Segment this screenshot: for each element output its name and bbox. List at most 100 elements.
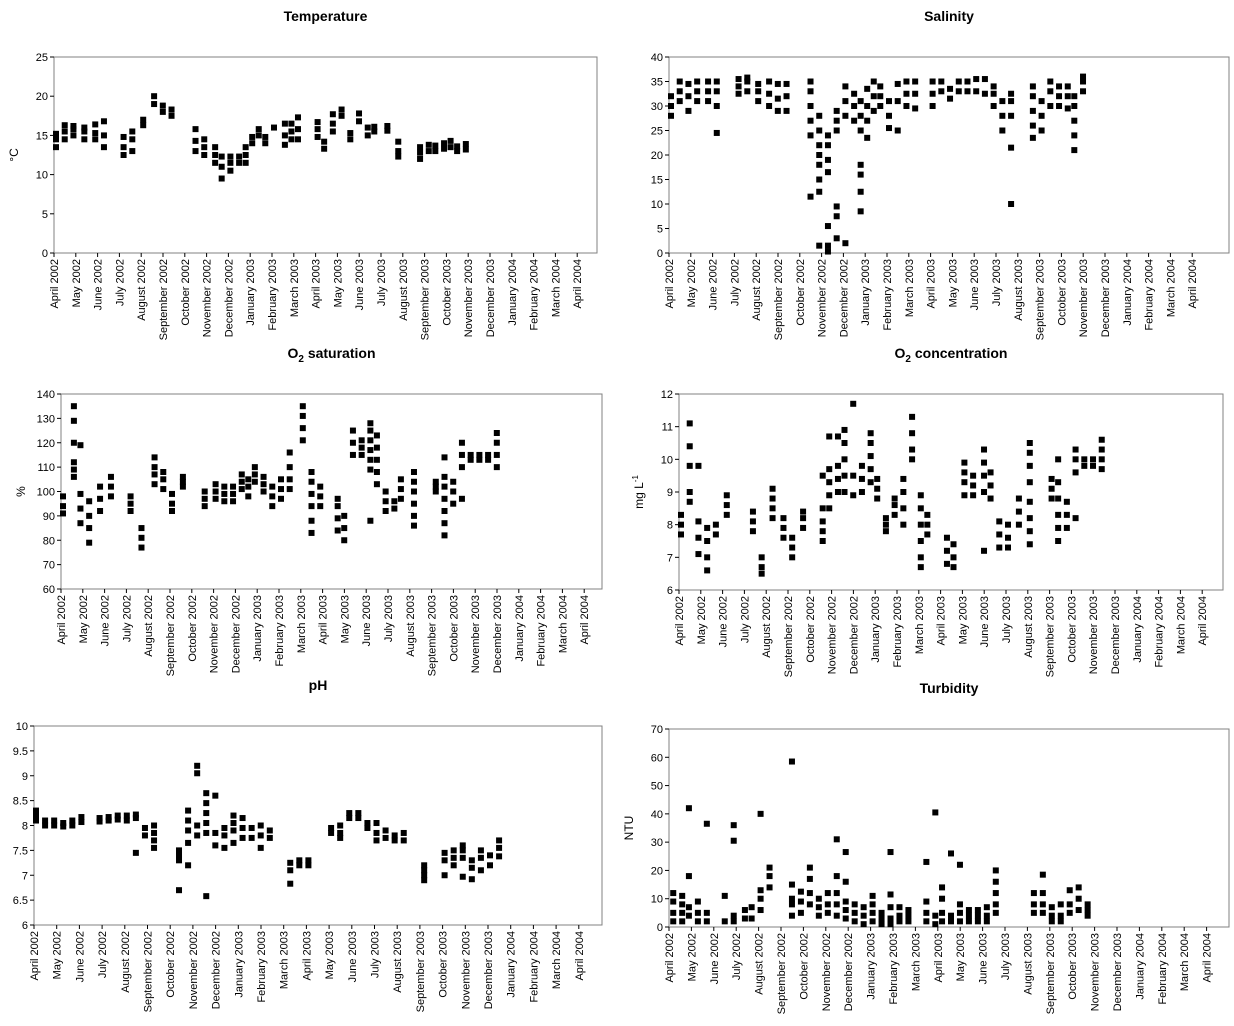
data-point	[905, 918, 912, 925]
data-point	[749, 508, 756, 515]
data-point	[281, 132, 288, 139]
x-tick-label: June 2002	[718, 596, 730, 647]
data-point	[286, 476, 293, 483]
data-point	[358, 444, 365, 451]
data-point	[800, 524, 807, 531]
data-point	[314, 133, 321, 140]
data-point	[874, 475, 881, 482]
data-point	[123, 817, 130, 824]
data-point	[384, 122, 391, 129]
data-point	[983, 912, 990, 919]
data-point	[92, 121, 99, 128]
data-point	[735, 76, 742, 83]
data-point	[266, 834, 273, 841]
data-point	[850, 400, 857, 407]
data-point	[212, 152, 219, 158]
data-point	[179, 473, 186, 480]
data-point	[758, 554, 765, 561]
data-point	[695, 534, 702, 541]
data-point	[1026, 462, 1033, 469]
data-point	[929, 90, 936, 97]
data-point	[238, 471, 245, 478]
data-point	[201, 136, 208, 143]
x-tick-label: March 2004	[1179, 933, 1191, 991]
data-point	[450, 854, 457, 861]
data-point	[766, 873, 773, 880]
data-point	[160, 469, 167, 475]
data-point	[1072, 446, 1079, 453]
x-tick-label: March 2003	[296, 595, 308, 653]
data-point	[851, 103, 858, 109]
x-tick-label: September 2003	[415, 931, 427, 1012]
data-points	[668, 73, 1087, 255]
x-tick-label: August 2002	[136, 259, 148, 321]
data-point	[410, 478, 417, 485]
data-point	[269, 503, 276, 510]
y-tick-label: 140	[37, 389, 55, 401]
y-tick-label: 20	[36, 91, 48, 103]
data-point	[882, 528, 889, 535]
data-point	[749, 528, 756, 535]
data-point	[1008, 144, 1015, 151]
data-point	[97, 495, 104, 502]
data-point	[917, 505, 924, 512]
data-point	[887, 891, 894, 898]
data-point	[996, 544, 1003, 551]
data-point	[780, 515, 787, 522]
data-point	[703, 918, 710, 925]
data-point	[432, 142, 439, 149]
y-tick-label: 12	[661, 389, 673, 401]
data-point	[917, 554, 924, 561]
data-point	[1015, 508, 1022, 515]
x-tick-label: April 2002	[56, 595, 68, 645]
data-point	[203, 893, 210, 900]
x-tick-label: April 2002	[49, 259, 61, 309]
x-tick-label: November 2003	[463, 259, 475, 337]
data-point	[961, 469, 968, 476]
y-tick-label: 70	[43, 560, 55, 572]
x-tick-label: October 2002	[805, 596, 817, 663]
data-point	[858, 489, 865, 495]
data-point	[321, 138, 328, 145]
data-point	[221, 483, 228, 490]
data-point	[1081, 462, 1088, 469]
data-point	[458, 451, 465, 458]
data-point	[260, 481, 267, 488]
data-point	[69, 817, 76, 824]
data-point	[151, 454, 158, 461]
data-point	[308, 490, 315, 497]
data-point	[789, 534, 796, 541]
data-point	[909, 456, 916, 463]
x-tick-label: May 2003	[957, 596, 969, 644]
data-point	[61, 122, 68, 129]
data-point	[176, 847, 183, 854]
data-point	[797, 909, 804, 916]
data-point	[891, 495, 898, 502]
data-point	[783, 107, 790, 114]
data-point	[86, 525, 93, 532]
data-point	[294, 136, 301, 143]
data-point	[221, 490, 228, 497]
x-tick-label: August 2003	[405, 595, 417, 657]
data-point	[917, 564, 924, 571]
data-point	[961, 492, 968, 499]
x-tick-label: December 2003	[1110, 596, 1122, 674]
data-point	[987, 482, 994, 489]
data-point	[695, 551, 702, 558]
data-point	[870, 107, 877, 114]
x-tick-label: September 2003	[1045, 596, 1057, 677]
data-point	[887, 915, 894, 922]
data-point	[833, 127, 840, 134]
data-point	[950, 564, 957, 571]
data-point	[201, 495, 208, 502]
data-point	[349, 451, 356, 458]
y-tick-label: 60	[43, 584, 55, 596]
data-point	[912, 78, 919, 85]
data-point	[900, 475, 907, 482]
data-point	[815, 895, 822, 902]
data-point	[806, 875, 813, 882]
data-point	[212, 488, 219, 495]
x-tick-label: March 2004	[1175, 596, 1187, 654]
data-point	[314, 119, 321, 126]
data-point	[485, 456, 492, 463]
